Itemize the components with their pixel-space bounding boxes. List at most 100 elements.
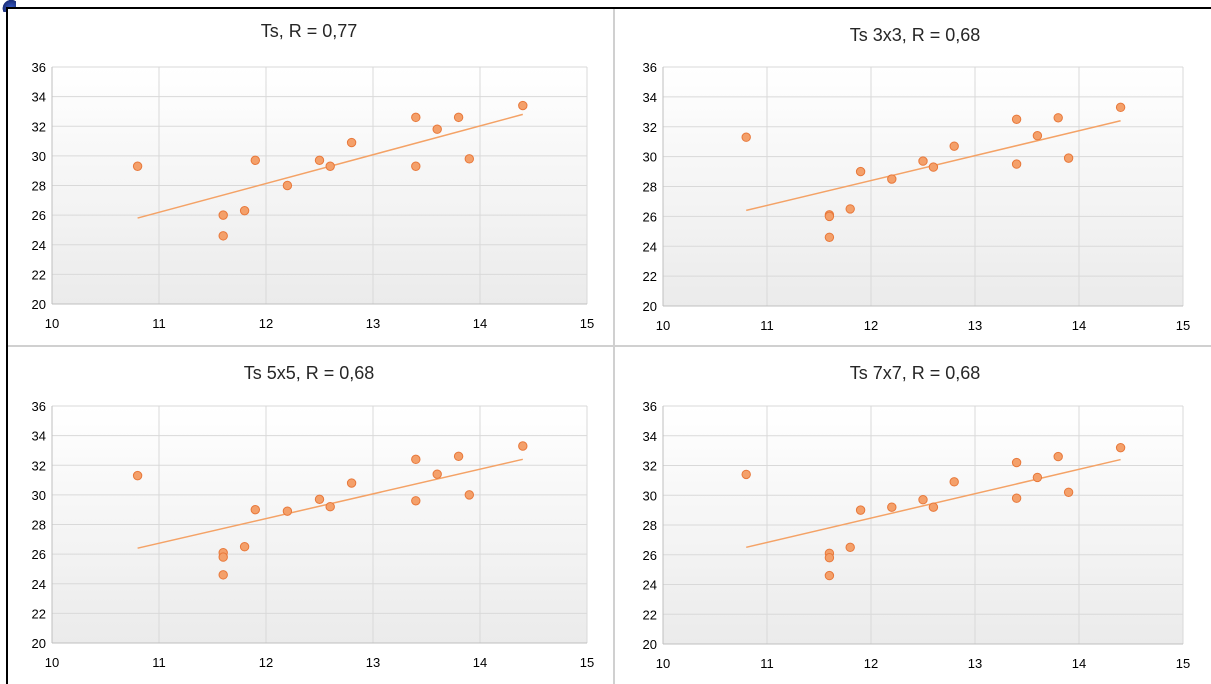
data-point — [346, 137, 357, 148]
data-point — [824, 211, 835, 222]
data-point — [1053, 451, 1063, 462]
data-point — [918, 156, 928, 166]
scatter-chart-2: 20 22 24 26 28 30 32 34 36 10 11 12 13 14 15 Ts 3x3, R … — [643, 25, 1191, 333]
y-tick-label: 36 — [32, 60, 46, 75]
chart-title: Ts 5x5, R = 0,68 — [244, 363, 375, 383]
data-point — [887, 174, 897, 184]
data-point — [1053, 113, 1063, 123]
data-point — [314, 155, 325, 166]
x-tick-label: 15 — [580, 655, 594, 670]
data-point — [845, 542, 855, 553]
y-tick-label: 28 — [32, 179, 46, 194]
y-tick-label: 26 — [32, 547, 46, 562]
y-tick-label: 20 — [32, 636, 46, 651]
x-tick-label: 15 — [1176, 656, 1190, 671]
data-point — [218, 210, 228, 220]
y-tick-label: 34 — [32, 90, 46, 105]
y-tick-label: 36 — [643, 399, 657, 414]
data-point — [855, 505, 866, 515]
y-tick-label: 20 — [32, 297, 46, 312]
x-tick-label: 11 — [760, 656, 774, 671]
y-tick-label: 32 — [32, 458, 46, 473]
y-tick-label: 34 — [643, 90, 657, 105]
data-point — [518, 441, 528, 451]
data-point — [1063, 153, 1074, 163]
y-tick-label: 26 — [643, 548, 657, 563]
data-point — [1011, 457, 1022, 468]
y-tick-label: 20 — [643, 299, 657, 314]
y-tick-label: 36 — [32, 399, 46, 414]
data-point — [411, 161, 421, 171]
data-point — [855, 166, 866, 177]
y-tick-label: 28 — [32, 518, 46, 533]
data-point — [949, 477, 959, 487]
x-tick-label: 11 — [152, 655, 166, 670]
data-point — [325, 502, 335, 512]
data-point — [1011, 114, 1022, 124]
scatter-chart-4: 20 22 24 26 28 30 32 34 36 10 11 12 13 14 15 Ts 7x7, R … — [643, 363, 1191, 671]
data-point — [218, 552, 228, 562]
x-tick-label: 14 — [473, 655, 487, 670]
data-point — [411, 454, 421, 465]
x-tick-label: 14 — [1072, 656, 1086, 671]
y-tick-label: 32 — [643, 120, 657, 135]
data-point — [949, 141, 959, 151]
x-tick-label: 10 — [45, 316, 59, 331]
data-point — [453, 451, 464, 462]
y-tick-label: 32 — [32, 119, 46, 134]
scatter-chart-3: 20 22 24 26 28 30 32 34 36 10 11 12 13 14 15 Ts 5x5, R … — [32, 363, 595, 670]
data-point — [824, 570, 835, 581]
x-tick-label: 10 — [656, 656, 670, 671]
data-point — [346, 478, 357, 488]
y-tick-label: 36 — [643, 60, 657, 75]
x-tick-label: 11 — [760, 318, 774, 333]
data-point — [250, 504, 261, 515]
y-tick-label: 34 — [32, 429, 46, 444]
y-tick-label: 30 — [643, 488, 657, 503]
data-point — [887, 502, 897, 512]
y-tick-label: 22 — [32, 606, 46, 621]
data-point — [132, 470, 143, 481]
y-tick-label: 22 — [32, 267, 46, 282]
data-point — [411, 112, 421, 123]
data-point — [1011, 493, 1022, 503]
data-point — [464, 490, 474, 500]
y-tick-label: 30 — [32, 488, 46, 503]
x-tick-label: 15 — [1176, 318, 1190, 333]
data-point — [1115, 442, 1126, 453]
y-tick-label: 24 — [643, 578, 657, 593]
x-tick-label: 12 — [864, 318, 878, 333]
x-tick-label: 13 — [968, 656, 982, 671]
data-point — [845, 204, 855, 214]
y-tick-label: 24 — [32, 238, 46, 253]
chart-title: Ts 3x3, R = 0,68 — [850, 25, 981, 45]
y-tick-label: 24 — [32, 577, 46, 592]
y-tick-label: 28 — [643, 518, 657, 533]
x-tick-label: 11 — [152, 316, 166, 331]
data-point — [314, 494, 325, 505]
x-tick-label: 10 — [45, 655, 59, 670]
data-point — [1115, 102, 1126, 113]
x-tick-label: 15 — [580, 316, 594, 331]
data-point — [132, 161, 143, 171]
data-point — [239, 205, 250, 216]
y-tick-label: 32 — [643, 459, 657, 474]
data-point — [239, 542, 250, 552]
data-point — [1032, 131, 1043, 141]
data-point — [928, 502, 939, 512]
data-point — [453, 112, 464, 123]
data-point — [218, 570, 228, 580]
data-point — [464, 154, 474, 164]
data-point — [432, 124, 442, 134]
scatter-chart-1: 20 22 24 26 28 30 32 34 36 10 11 12 13 14 15 Ts, R = 0,… — [32, 21, 595, 331]
data-point — [218, 231, 228, 241]
y-tick-label: 30 — [643, 150, 657, 165]
data-point — [325, 161, 335, 171]
data-point — [928, 162, 939, 172]
x-tick-label: 13 — [366, 655, 380, 670]
chart-title: Ts 7x7, R = 0,68 — [850, 363, 981, 383]
data-point — [824, 232, 835, 242]
y-tick-label: 30 — [32, 149, 46, 164]
data-point — [741, 469, 751, 480]
